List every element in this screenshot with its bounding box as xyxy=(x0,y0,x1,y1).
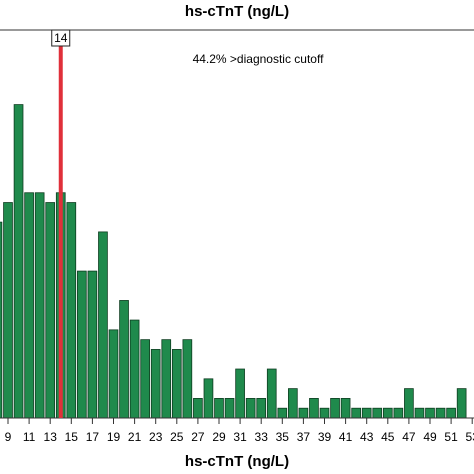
x-tick-label: 45 xyxy=(381,430,395,444)
bar xyxy=(404,388,414,419)
bar xyxy=(288,388,298,419)
x-tick-label: 47 xyxy=(402,430,416,444)
bar xyxy=(13,104,24,419)
bar xyxy=(414,407,425,419)
bar xyxy=(393,407,404,419)
x-tick-label: 49 xyxy=(423,430,437,444)
bar xyxy=(372,407,383,419)
bar xyxy=(266,368,277,419)
bar xyxy=(351,407,361,419)
bar xyxy=(425,407,435,419)
bar xyxy=(361,407,372,419)
x-tick-label: 17 xyxy=(86,430,100,444)
bar xyxy=(87,270,98,419)
x-tick-label: 29 xyxy=(212,430,226,444)
bar xyxy=(309,398,319,419)
x-tick-label: 11 xyxy=(23,430,36,444)
bar xyxy=(24,192,34,419)
bar xyxy=(140,339,150,419)
x-tick-label: 37 xyxy=(297,430,311,444)
x-tick-label: 43 xyxy=(360,430,374,444)
x-tick-label: 25 xyxy=(170,430,184,444)
bar xyxy=(235,368,245,419)
bar xyxy=(45,202,56,419)
x-tick-label: 23 xyxy=(149,430,163,444)
cutoff-box xyxy=(51,29,71,47)
x-tick-label: 31 xyxy=(233,430,247,444)
bar xyxy=(0,221,3,419)
bar xyxy=(98,231,108,419)
bar xyxy=(34,192,45,419)
bar xyxy=(245,398,256,419)
bar xyxy=(171,349,182,419)
bar xyxy=(214,398,224,419)
x-tick-label: 9 xyxy=(5,430,12,444)
bar xyxy=(119,300,129,419)
bar xyxy=(77,270,87,419)
bar xyxy=(193,398,203,419)
bar xyxy=(446,407,456,419)
bar xyxy=(340,398,351,419)
bar xyxy=(456,388,467,419)
bar xyxy=(3,202,13,419)
bar xyxy=(224,398,235,419)
x-tick-label: 15 xyxy=(65,430,79,444)
bar xyxy=(66,202,77,419)
x-tick-label: 19 xyxy=(107,430,121,444)
bar xyxy=(182,339,193,419)
bar xyxy=(435,407,446,419)
x-axis-label: hs-cTnT (ng/L) xyxy=(185,453,289,470)
bar xyxy=(203,378,214,419)
bar xyxy=(382,407,393,419)
bar xyxy=(150,349,161,419)
x-tick-label: 27 xyxy=(191,430,205,444)
bar xyxy=(330,398,340,419)
bar xyxy=(108,329,119,419)
x-tick-label: 35 xyxy=(276,430,290,444)
x-tick-label: 13 xyxy=(44,430,58,444)
bar xyxy=(129,319,140,419)
x-tick-label: 41 xyxy=(339,430,353,444)
x-tick-label: 21 xyxy=(128,430,142,444)
cutoff-label: 14 xyxy=(54,31,68,45)
x-tick-label: 33 xyxy=(255,430,269,444)
bar xyxy=(161,339,172,419)
bar xyxy=(256,398,267,419)
bar xyxy=(277,407,288,419)
annotation: 44.2% >diagnostic cutoff xyxy=(193,52,325,66)
x-tick-label: 53 xyxy=(466,430,474,444)
x-tick-label: 39 xyxy=(318,430,332,444)
x-tick-label: 51 xyxy=(444,430,458,444)
bar xyxy=(298,407,309,419)
bar xyxy=(319,407,330,419)
chart-title: hs-cTnT (ng/L) xyxy=(185,3,289,20)
